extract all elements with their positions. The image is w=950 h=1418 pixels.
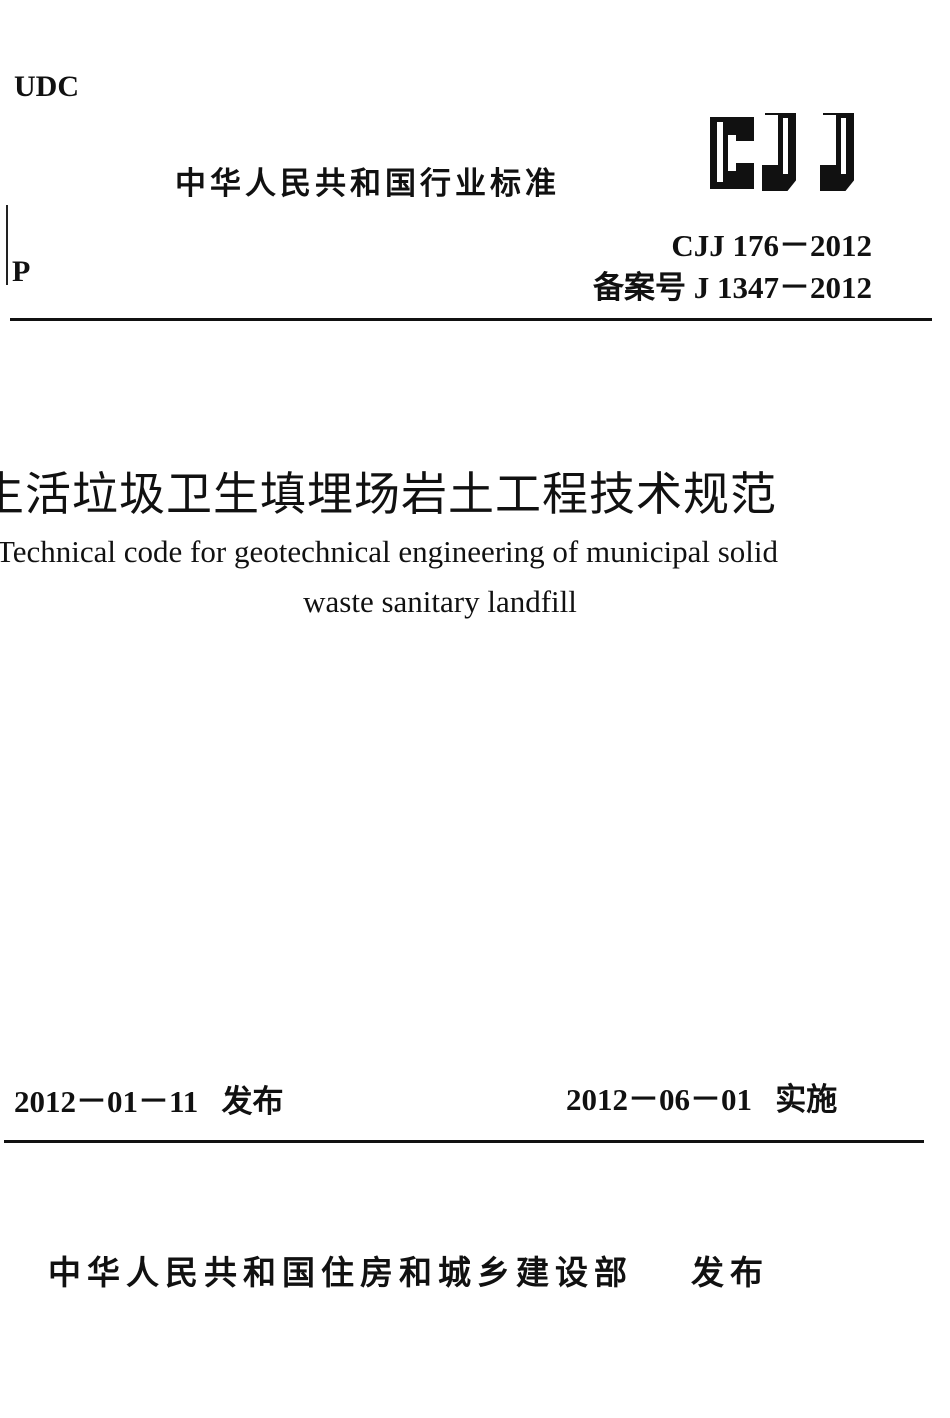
cjj-logo [710, 113, 854, 191]
title-chinese: 生活垃圾卫生填埋场岩土工程技术规范 [0, 469, 777, 520]
issue-date: 2012－01－11 发布 [14, 1076, 284, 1121]
divider-top [10, 318, 932, 321]
issuer: 中华人民共和国住房和城乡建设部 发布 [48, 1246, 769, 1294]
title-english-line2: waste sanitary landfill [303, 584, 577, 619]
udc-label: UDC [14, 70, 79, 103]
issuer-name: 中华人民共和国住房和城乡建设部 [48, 1253, 633, 1292]
divider-bottom [4, 1140, 924, 1143]
classification: P [12, 255, 31, 288]
issuer-label: 发布 [691, 1253, 769, 1292]
standard-code: CJJ 176－2012 [671, 228, 872, 263]
issue-date-value: 2012－01－11 [14, 1084, 199, 1119]
standard-type: 中华人民共和国行业标准 [175, 166, 560, 202]
record-number: 备案号 J 1347－2012 [593, 270, 872, 305]
effective-date-value: 2012－06－01 [566, 1082, 752, 1117]
margin-line [6, 205, 8, 285]
effective-label: 实施 [775, 1082, 838, 1117]
effective-date: 2012－06－01 实施 [566, 1074, 837, 1119]
title-english-line1: Technical code for geotechnical engineer… [0, 534, 778, 569]
issue-label: 发布 [221, 1084, 284, 1119]
